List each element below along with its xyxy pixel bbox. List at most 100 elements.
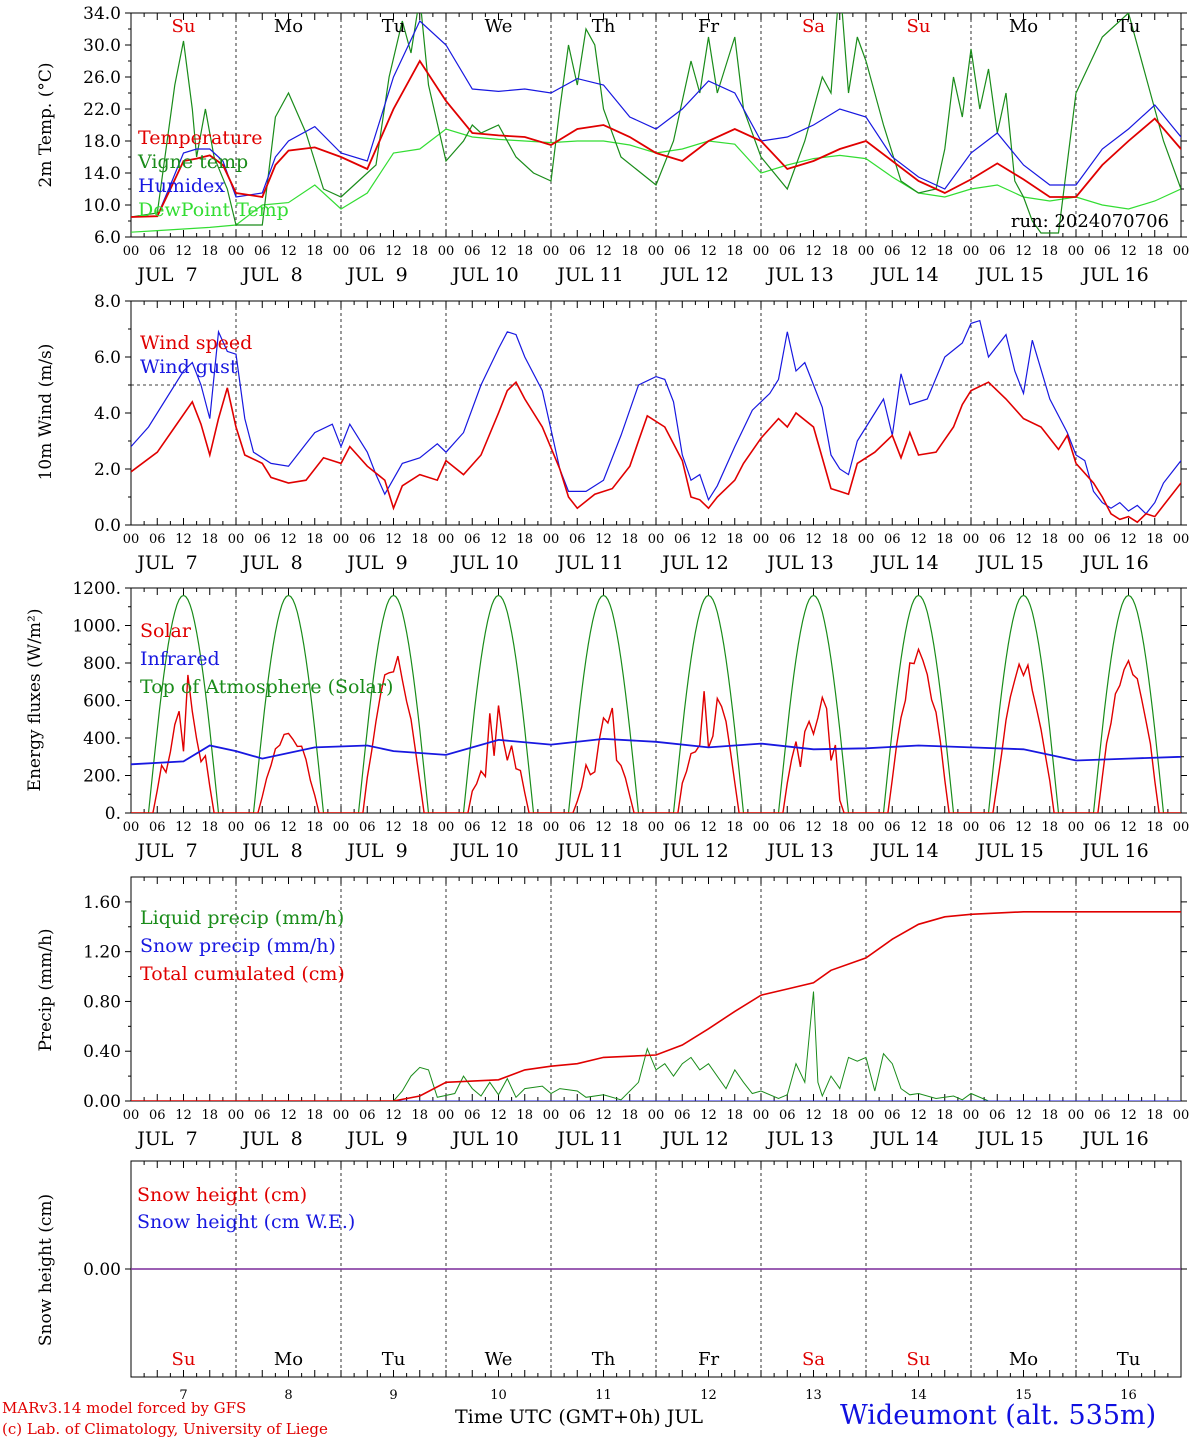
hour-label: 18 [306, 1108, 323, 1123]
date-label: JUL 12 [660, 1128, 728, 1150]
hour-label: 12 [385, 1108, 402, 1123]
date-label: JUL 9 [345, 840, 407, 862]
day-number-label: 12 [700, 1388, 717, 1403]
hour-label: 00 [438, 244, 455, 259]
hour-label: 06 [884, 244, 901, 259]
hour-label: 18 [516, 820, 533, 835]
day-number-label: 9 [389, 1388, 397, 1403]
wind-ytick-label: 2.0 [94, 460, 121, 480]
hour-label: 18 [411, 820, 428, 835]
temp-series-dewpoint-temp [131, 128, 1181, 233]
date-label: JUL 12 [660, 264, 728, 286]
hour-label: 18 [1041, 244, 1058, 259]
precip-legend-liquid-precip-mm-h-: Liquid precip (mm/h) [140, 907, 344, 929]
hour-label: 06 [569, 1108, 586, 1123]
hour-label: 00 [963, 1108, 980, 1123]
hour-label: 06 [464, 1108, 481, 1123]
energy-ytick-label: 0. [105, 804, 121, 824]
hour-label: 06 [149, 820, 166, 835]
hour-label: 18 [831, 532, 848, 547]
hour-label: 12 [595, 1108, 612, 1123]
hour-label: 12 [1120, 820, 1137, 835]
hour-label: 00 [333, 244, 350, 259]
hour-label: 12 [1015, 1108, 1032, 1123]
hour-label: 00 [1068, 244, 1085, 259]
weekday-label: Th [592, 16, 616, 37]
weekday-label: Mo [1009, 1349, 1038, 1370]
date-label: JUL 7 [135, 552, 197, 574]
hour-label: 12 [1015, 820, 1032, 835]
hour-label: 00 [228, 244, 245, 259]
hour-label: 00 [333, 820, 350, 835]
wind-frame [130, 300, 1182, 526]
hour-label: 18 [516, 1108, 533, 1123]
day-number-label: 10 [490, 1388, 507, 1403]
day-number-label: 8 [284, 1388, 292, 1403]
hour-label: 12 [490, 1108, 507, 1123]
weekday-label: Fr [698, 16, 719, 37]
day-number-label: 16 [1120, 1388, 1137, 1403]
weekday-label: Mo [274, 16, 303, 37]
hour-label: 12 [805, 244, 822, 259]
energy-time-axis: 00 06 12 18 00 06 12 18 00 06 12 18 00 06 12 18 00 06 12 18… [123, 820, 1190, 862]
weekday-label: Su [172, 1349, 196, 1370]
hour-label: 00 [1173, 244, 1190, 259]
hour-label: 00 [648, 820, 665, 835]
wind-ylabel: 10m Wind (m/s) [36, 344, 56, 481]
hour-label: 12 [280, 1108, 297, 1123]
temp-ytick-label: 26.0 [83, 68, 121, 88]
hour-label: 18 [411, 1108, 428, 1123]
hour-label: 06 [569, 244, 586, 259]
snow-legend-snow-height-cm-w-e-: Snow height (cm W.E.) [137, 1211, 355, 1233]
hour-label: 18 [411, 244, 428, 259]
hour-label: 00 [543, 820, 560, 835]
hour-label: 06 [464, 820, 481, 835]
hour-label: 18 [306, 532, 323, 547]
hour-label: 06 [149, 1108, 166, 1123]
hour-label: 18 [621, 244, 638, 259]
hour-label: 18 [831, 820, 848, 835]
hour-label: 00 [543, 532, 560, 547]
hour-label: 00 [753, 820, 770, 835]
hour-label: 18 [1146, 1108, 1163, 1123]
run-annotation: run: 2024070706 [1011, 211, 1169, 232]
date-label: JUL 13 [765, 840, 833, 862]
precip-ytick-label: 1.20 [83, 943, 121, 963]
hour-label: 00 [753, 244, 770, 259]
hour-label: 18 [936, 532, 953, 547]
temp-ytick-label: 14.0 [83, 164, 121, 184]
wind-ytick-label: 0.0 [94, 516, 121, 536]
temp-legend-vigne-temp: Vigne temp [137, 151, 248, 173]
temp-ytick-label: 34.0 [83, 4, 121, 24]
hour-label: 06 [359, 820, 376, 835]
energy-ytick-label: 200. [83, 767, 121, 787]
hour-label: 12 [595, 244, 612, 259]
hour-label: 18 [516, 532, 533, 547]
energy-legend-solar: Solar [140, 620, 192, 642]
energy-frame [130, 587, 1182, 814]
hour-label: 06 [1094, 1108, 1111, 1123]
hour-label: 12 [385, 532, 402, 547]
date-label: JUL 14 [870, 1128, 938, 1150]
hour-label: 18 [411, 532, 428, 547]
snow-ytick-label: 0.00 [83, 1260, 121, 1280]
temp-legend-dewpoint-temp: DewPoint Temp [138, 199, 289, 221]
hour-label: 18 [306, 820, 323, 835]
date-label: JUL 13 [765, 1128, 833, 1150]
weekday-label: Sa [802, 1349, 825, 1370]
hour-label: 00 [543, 1108, 560, 1123]
hour-label: 12 [385, 820, 402, 835]
hour-label: 06 [779, 244, 796, 259]
hour-label: 06 [464, 244, 481, 259]
hour-label: 06 [674, 244, 691, 259]
hour-label: 12 [175, 1108, 192, 1123]
hour-label: 12 [175, 244, 192, 259]
hour-label: 12 [1120, 1108, 1137, 1123]
weekday-label: Su [907, 1349, 931, 1370]
hour-label: 12 [595, 532, 612, 547]
date-label: JUL 15 [975, 552, 1043, 574]
hour-label: 18 [621, 532, 638, 547]
hour-label: 00 [543, 244, 560, 259]
hour-label: 18 [516, 244, 533, 259]
hour-label: 00 [963, 820, 980, 835]
